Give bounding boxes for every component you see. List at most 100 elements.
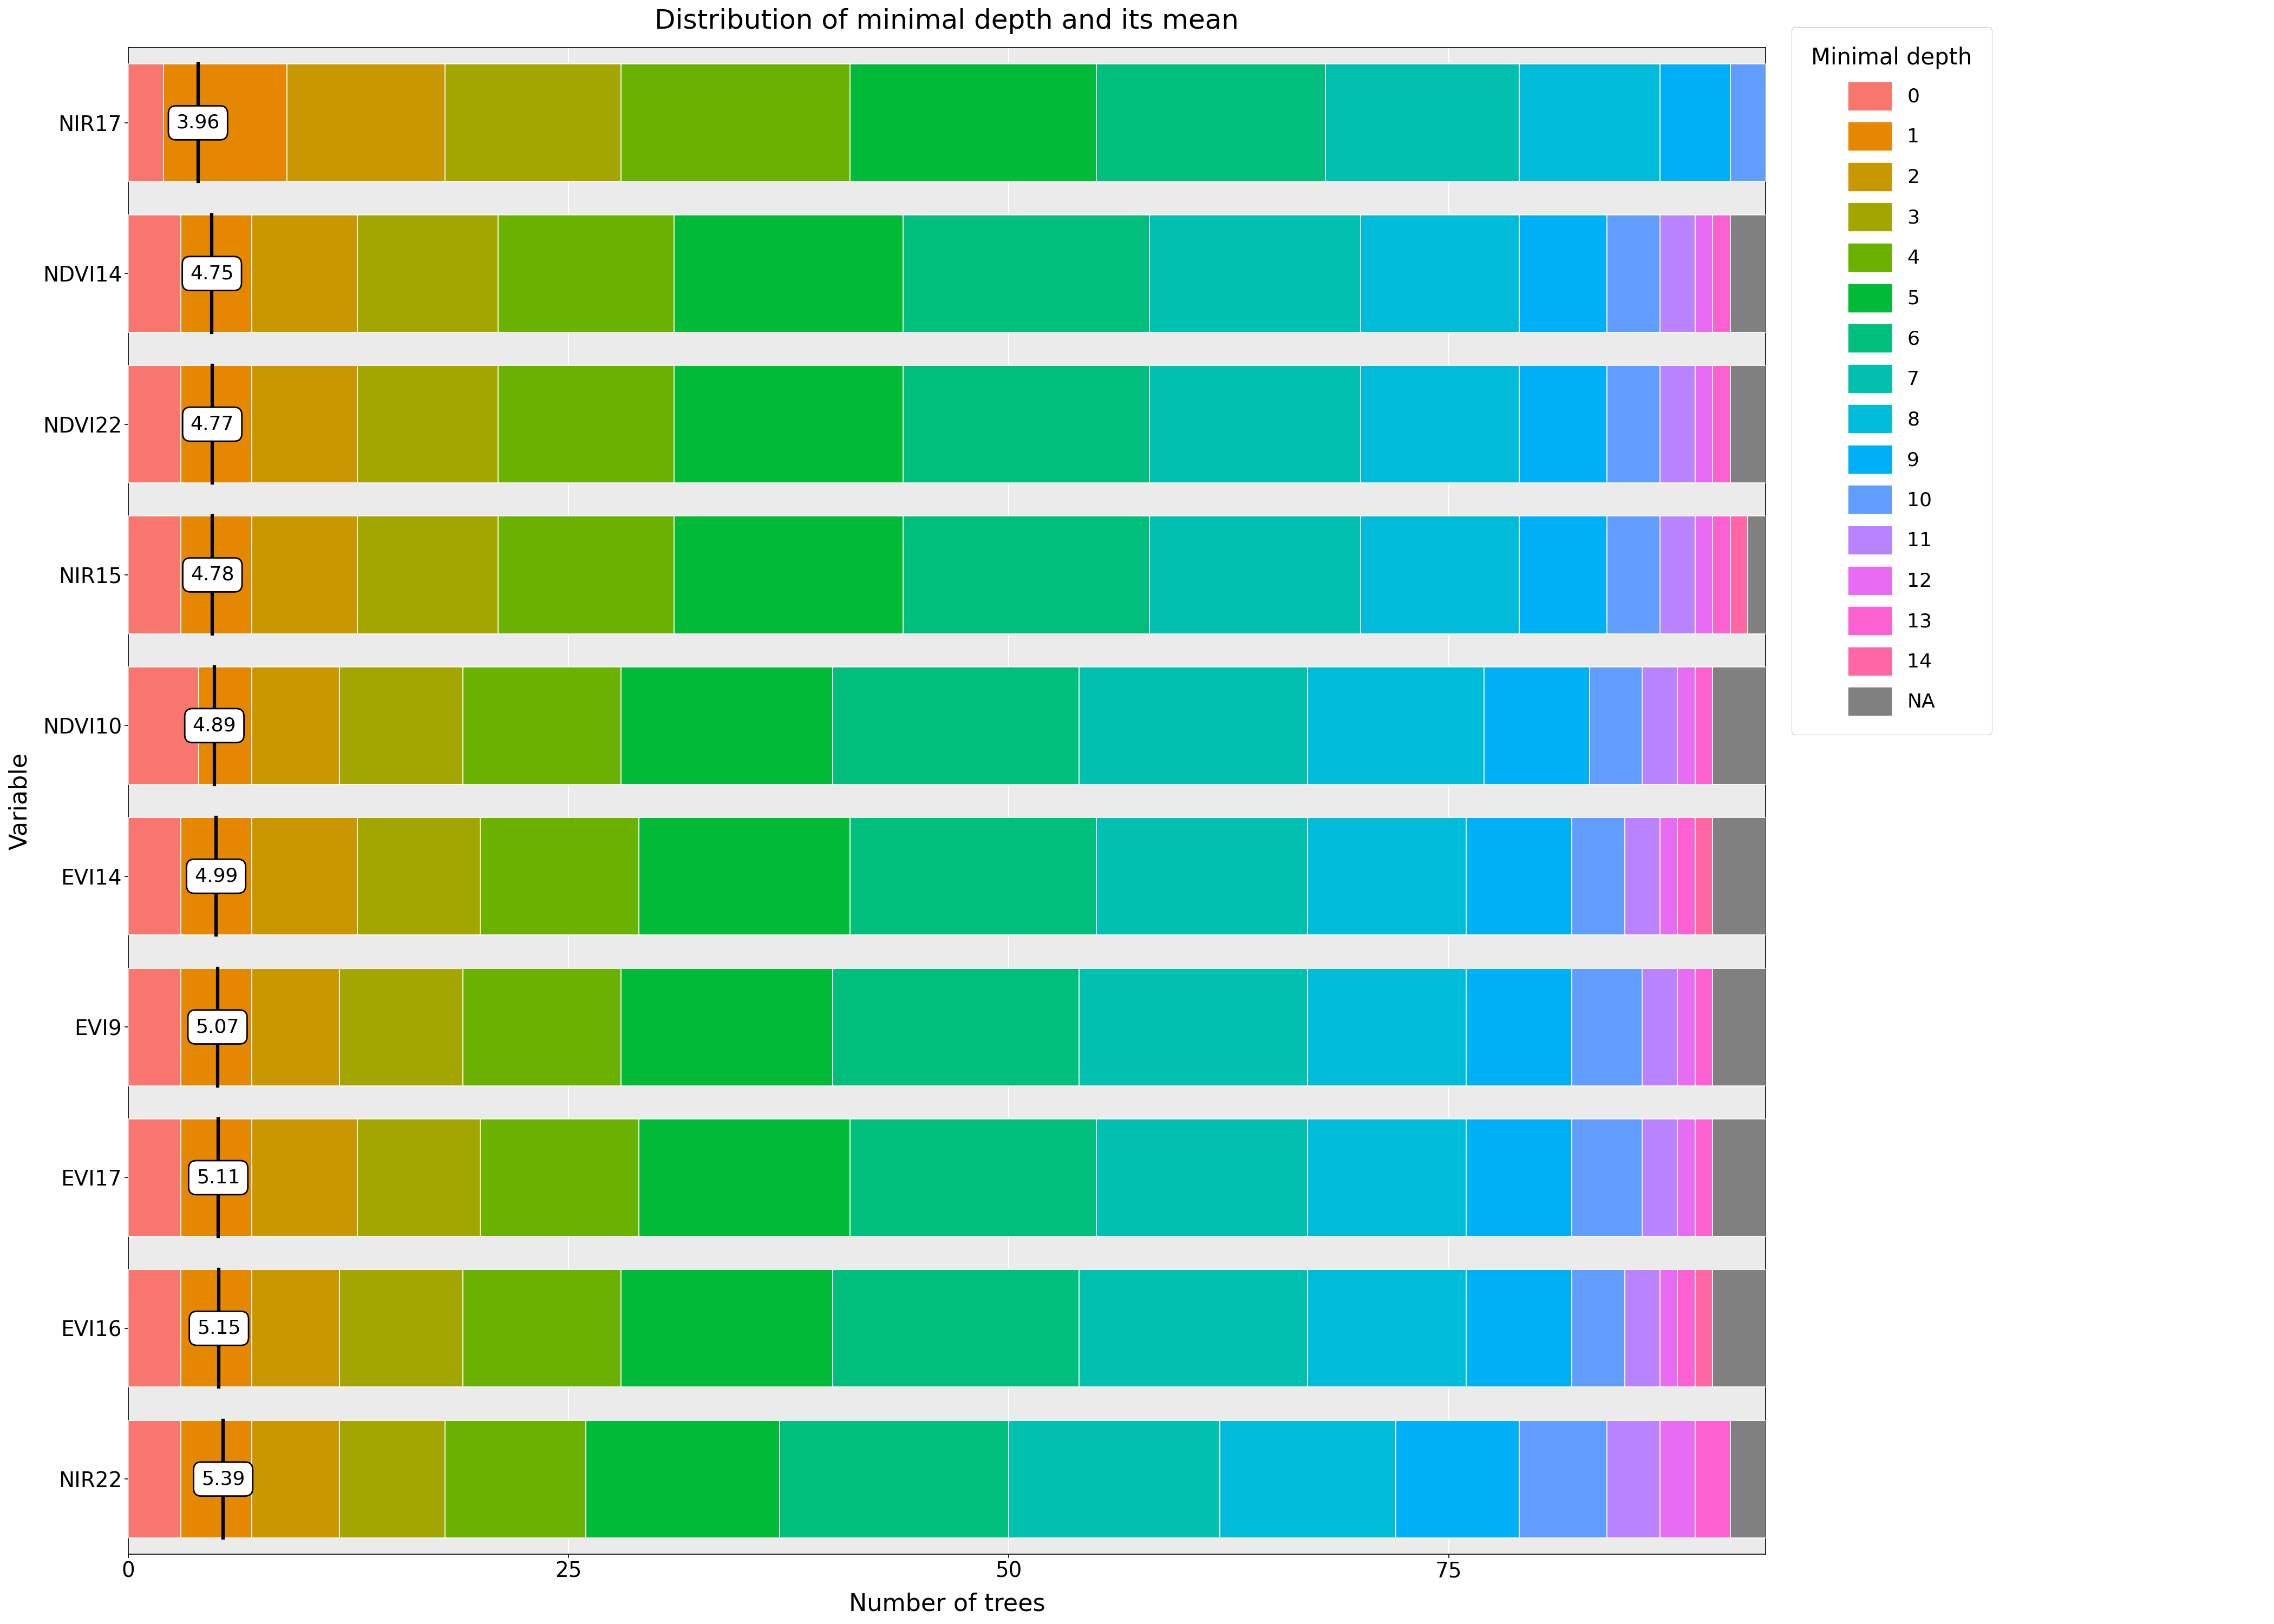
Bar [1308,1270,1467,1387]
Bar [1660,214,1694,333]
Bar [1148,214,1360,333]
Bar [1694,817,1712,935]
Bar [1694,516,1712,633]
Bar [252,817,357,935]
Bar [287,63,446,182]
Bar [1326,63,1519,182]
Bar [252,667,339,784]
Bar [1678,1119,1694,1236]
Bar [127,817,182,935]
Bar [1712,968,1783,1086]
Bar [498,214,673,333]
Bar [621,667,832,784]
Bar [832,968,1078,1086]
Bar [1694,1119,1712,1236]
Bar [1519,214,1608,333]
Bar [1749,516,1819,633]
Bar [198,667,252,784]
Bar [127,1119,182,1236]
Bar [1078,968,1308,1086]
Text: 4.78: 4.78 [191,565,234,585]
Bar [127,968,182,1086]
Bar [1660,365,1694,482]
Bar [1096,817,1308,935]
Bar [1467,968,1571,1086]
Bar [621,1270,832,1387]
Bar [464,667,621,784]
Text: 5.07: 5.07 [196,1018,239,1036]
Bar [1571,968,1642,1086]
Bar [1360,516,1519,633]
Bar [639,1119,850,1236]
Bar [1148,365,1360,482]
Bar [1608,365,1660,482]
Bar [1712,817,1783,935]
Bar [182,1119,252,1236]
Bar [1694,214,1712,333]
Bar [1571,1119,1642,1236]
Bar [357,365,498,482]
Text: 5.11: 5.11 [196,1168,241,1187]
Bar [832,667,1078,784]
Bar [903,365,1148,482]
Bar [1731,1421,1819,1538]
Bar [339,1270,464,1387]
Bar [1642,968,1678,1086]
Bar [850,63,1096,182]
Bar [1308,968,1467,1086]
Bar [182,817,252,935]
Bar [1010,1421,1219,1538]
Bar [252,1119,357,1236]
Bar [673,516,903,633]
Bar [357,817,480,935]
Bar [621,968,832,1086]
Bar [1694,365,1712,482]
Bar [464,968,621,1086]
Text: 3.96: 3.96 [175,114,221,132]
Bar [1678,1270,1694,1387]
Bar [1519,365,1608,482]
Bar [1608,214,1660,333]
Bar [1660,817,1678,935]
Bar [127,214,182,333]
Bar [1396,1421,1519,1538]
Text: 4.77: 4.77 [191,416,234,434]
Bar [1765,63,1783,182]
Bar [1590,667,1642,784]
Bar [446,63,621,182]
Bar [1694,968,1712,1086]
Bar [1624,1270,1660,1387]
Bar [1360,365,1519,482]
Bar [357,1119,480,1236]
Bar [1308,667,1485,784]
Text: 4.99: 4.99 [193,867,239,885]
Bar [127,1270,182,1387]
X-axis label: Number of trees: Number of trees [848,1593,1046,1616]
Bar [1660,63,1731,182]
Bar [1660,516,1694,633]
Bar [903,214,1148,333]
Bar [1678,817,1694,935]
Bar [182,214,252,333]
Bar [639,817,850,935]
Bar [480,1119,639,1236]
Bar [339,667,464,784]
Bar [446,1421,587,1538]
Text: 5.39: 5.39 [202,1470,246,1488]
Text: 4.75: 4.75 [191,265,234,283]
Bar [1660,1270,1678,1387]
Bar [1712,1119,1801,1236]
Bar [1078,1270,1308,1387]
Bar [1360,214,1519,333]
Bar [850,1119,1096,1236]
Bar [1731,516,1749,633]
Bar [621,63,850,182]
Bar [182,516,252,633]
Bar [480,817,639,935]
Bar [1731,63,1765,182]
Bar [1148,516,1360,633]
Legend: 0, 1, 2, 3, 4, 5, 6, 7, 8, 9, 10, 11, 12, 13, 14, NA: 0, 1, 2, 3, 4, 5, 6, 7, 8, 9, 10, 11, 12… [1792,28,1992,734]
Bar [1731,214,1783,333]
Bar [1571,1270,1624,1387]
Bar [164,63,287,182]
